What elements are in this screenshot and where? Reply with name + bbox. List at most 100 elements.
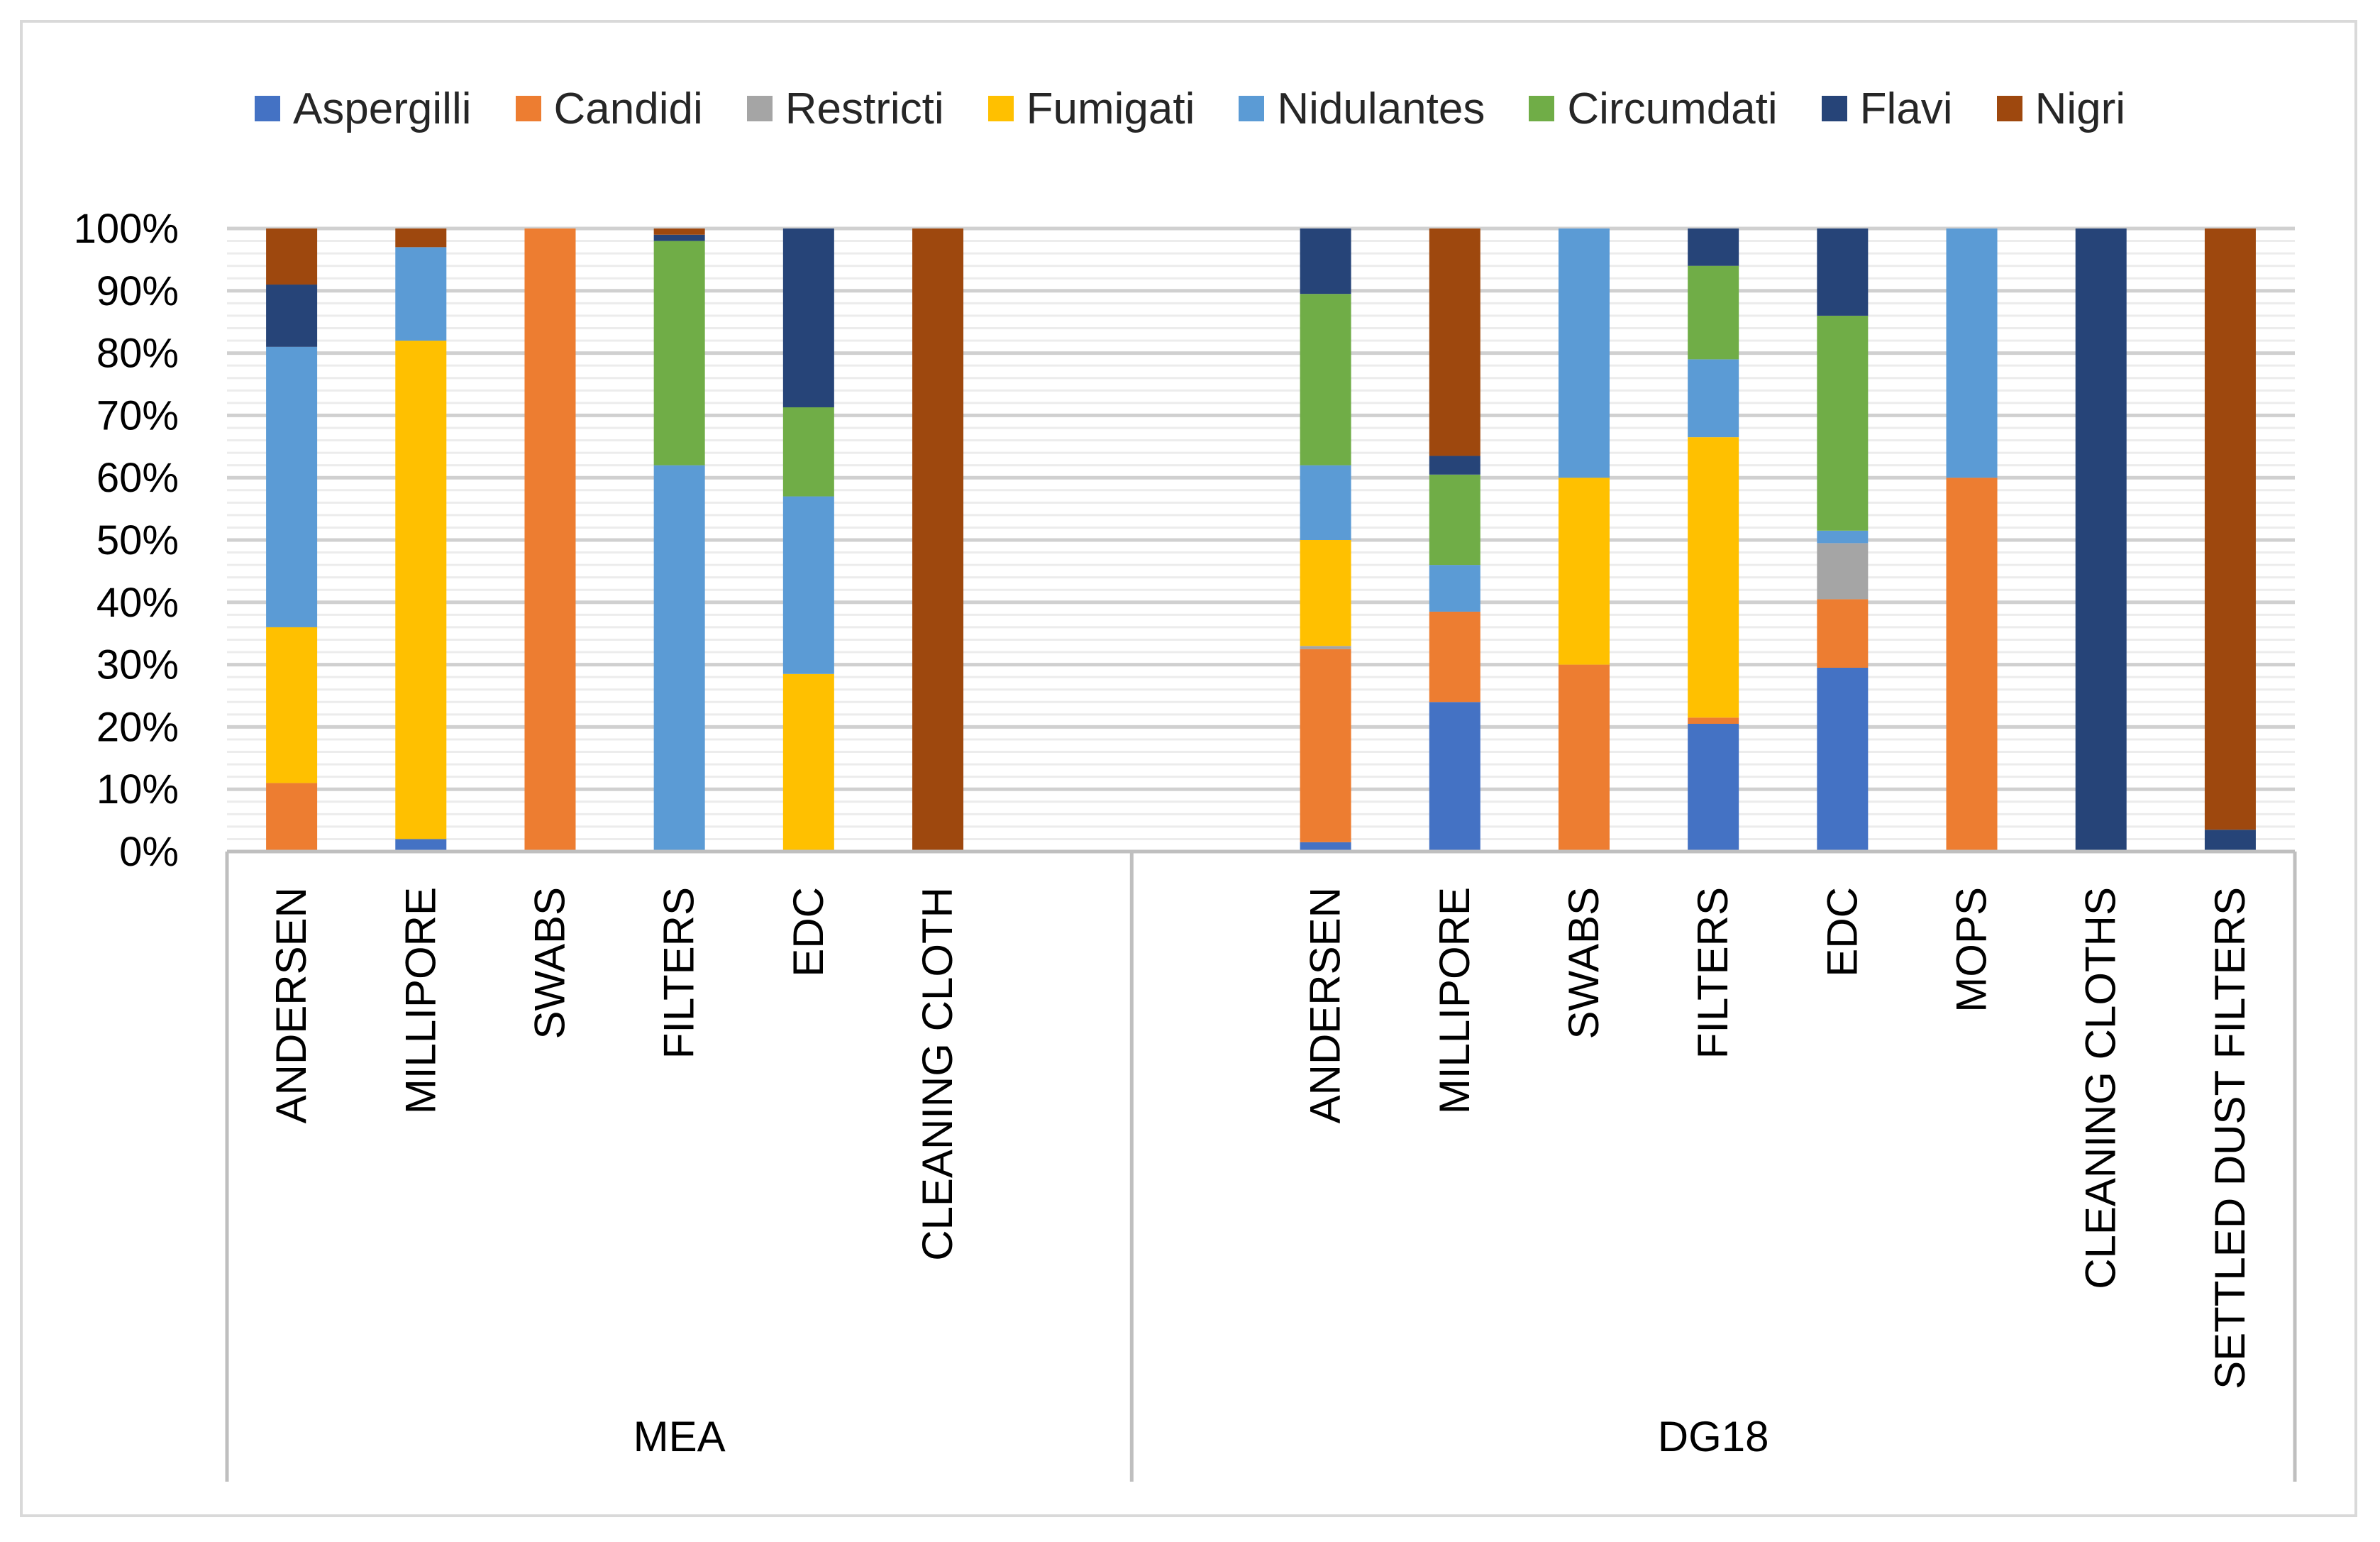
- bar-segment-candidi: [524, 228, 576, 852]
- bar-segment-flavi: [266, 285, 318, 347]
- bar-segment-nidulantes: [1300, 465, 1351, 540]
- legend-label: Flavi: [1859, 84, 1953, 133]
- bar-stack: [1688, 228, 1739, 852]
- bar-segment-nidulantes: [1429, 565, 1480, 612]
- legend-swatch: [515, 96, 541, 121]
- category-label: MILLIPORE: [1431, 887, 1478, 1114]
- legend: Aspergilli Candidi Restricti Fumigati Nidula…: [0, 77, 2380, 141]
- group-label: MEA: [633, 1413, 726, 1460]
- category-label: CLEANING CLOTHS: [2077, 887, 2125, 1289]
- legend-swatch: [1996, 96, 2022, 121]
- bar-stack: [2204, 228, 2256, 852]
- bar-stack: [395, 228, 447, 852]
- legend-swatch: [1529, 96, 1555, 121]
- category-label: MOPS: [1948, 887, 1996, 1013]
- bar-segment-candidi: [1946, 478, 1998, 852]
- bar-segment-aspergilli: [1429, 702, 1480, 852]
- category-label: EDC: [1818, 887, 1866, 977]
- bar-segment-fumigati: [1558, 478, 1610, 665]
- bar-segment-aspergilli: [1817, 667, 1869, 852]
- bar-segment-nigri: [653, 228, 705, 235]
- bar-segment-nigri: [395, 228, 447, 248]
- bar-stack: [912, 228, 964, 852]
- category-labels: ANDERSEN MILLIPORE SWABS FILTERS EDC CLEANING…: [267, 887, 2254, 1389]
- legend-swatch: [1821, 96, 1847, 121]
- category-label: MILLIPORE: [397, 887, 444, 1114]
- bar-segment-candidi: [1817, 599, 1869, 668]
- legend-item-aspergilli: Aspergilli: [254, 84, 472, 134]
- legend-item-fumigati: Fumigati: [987, 84, 1195, 134]
- legend-label: Nidulantes: [1277, 84, 1485, 133]
- bar-segment-fumigati: [1300, 540, 1351, 646]
- bar-segment-flavi: [653, 234, 705, 241]
- bar-stack: [1429, 228, 1480, 852]
- bar-segment-candidi: [1558, 664, 1610, 852]
- bar-segment-nigri: [912, 228, 964, 852]
- bar-segment-fumigati: [266, 627, 318, 783]
- bar-stack: [524, 228, 576, 852]
- bar-segment-candidi: [1429, 611, 1480, 703]
- legend-label: Restricti: [785, 84, 944, 133]
- bars: [266, 228, 2256, 852]
- bar-segment-nidulantes: [1946, 228, 1998, 478]
- category-label: SETTLED DUST FILTERS: [2206, 887, 2254, 1389]
- bar-segment-flavi: [1817, 228, 1869, 316]
- bar-segment-fumigati: [395, 341, 447, 839]
- bar-segment-flavi: [1429, 456, 1480, 475]
- y-tick-label: 10%: [96, 766, 179, 813]
- legend-item-nidulantes: Nidulantes: [1239, 84, 1485, 134]
- y-tick-label: 80%: [96, 331, 179, 377]
- bar-segment-nidulantes: [1817, 530, 1869, 544]
- bar-segment-circumdati: [1688, 265, 1739, 360]
- y-tick-label: 70%: [96, 392, 179, 439]
- legend-label: Aspergilli: [292, 84, 472, 133]
- bar-segment-circumdati: [1300, 294, 1351, 466]
- bar-segment-restricti: [1817, 543, 1869, 600]
- y-tick-label: 30%: [96, 642, 179, 688]
- bar-segment-flavi: [1300, 228, 1351, 294]
- bar-stack: [1300, 228, 1351, 852]
- legend-swatch: [254, 96, 280, 121]
- legend-item-circumdati: Circumdati: [1529, 84, 1778, 134]
- axes: [225, 849, 2297, 1482]
- bar-segment-flavi: [2204, 830, 2256, 852]
- legend-label: Candidi: [553, 84, 703, 133]
- y-tick-label: 50%: [96, 517, 179, 563]
- bar-segment-nidulantes: [266, 346, 318, 627]
- y-tick-label: 60%: [96, 455, 179, 501]
- group-labels: MEA DG18: [633, 1413, 1769, 1460]
- bar-segment-flavi: [782, 228, 834, 407]
- bar-segment-candidi: [1688, 717, 1739, 725]
- y-tick-label: 100%: [74, 206, 179, 252]
- legend-item-restricti: Restricti: [746, 84, 944, 134]
- legend-item-candidi: Candidi: [515, 84, 703, 134]
- bar-segment-circumdati: [782, 407, 834, 497]
- y-tick-label: 20%: [96, 704, 179, 750]
- bar-stack: [266, 228, 318, 852]
- bar-segment-fumigati: [1688, 437, 1739, 718]
- y-axis-tick-labels: 0% 10% 20% 30% 40% 50% 60% 70% 80% 90% 100%: [74, 206, 179, 875]
- category-label: SWABS: [526, 887, 573, 1039]
- bar-stack: [1946, 228, 1998, 852]
- bar-segment-nidulantes: [1688, 359, 1739, 438]
- bar-stack: [2075, 228, 2127, 852]
- legend-swatch: [746, 96, 773, 121]
- bar-stack: [653, 228, 705, 852]
- bar-segment-nigri: [2204, 228, 2256, 830]
- bar-segment-nigri: [1429, 228, 1480, 456]
- bar-segment-circumdati: [1817, 315, 1869, 531]
- legend-item-flavi: Flavi: [1821, 84, 1953, 134]
- legend-swatch: [1239, 96, 1265, 121]
- bar-segment-circumdati: [653, 241, 705, 466]
- bar-stack: [1817, 228, 1869, 852]
- legend-label: Nigri: [2035, 84, 2126, 133]
- bar-segment-aspergilli: [1300, 842, 1351, 852]
- bar-segment-fumigati: [782, 673, 834, 852]
- bar-segment-nidulantes: [653, 465, 705, 852]
- legend-label: Circumdati: [1567, 84, 1778, 133]
- group-label: DG18: [1658, 1413, 1769, 1460]
- bar-segment-circumdati: [1429, 474, 1480, 566]
- category-label: CLEANING CLOTH: [914, 887, 961, 1261]
- category-label: ANDERSEN: [1302, 887, 1349, 1123]
